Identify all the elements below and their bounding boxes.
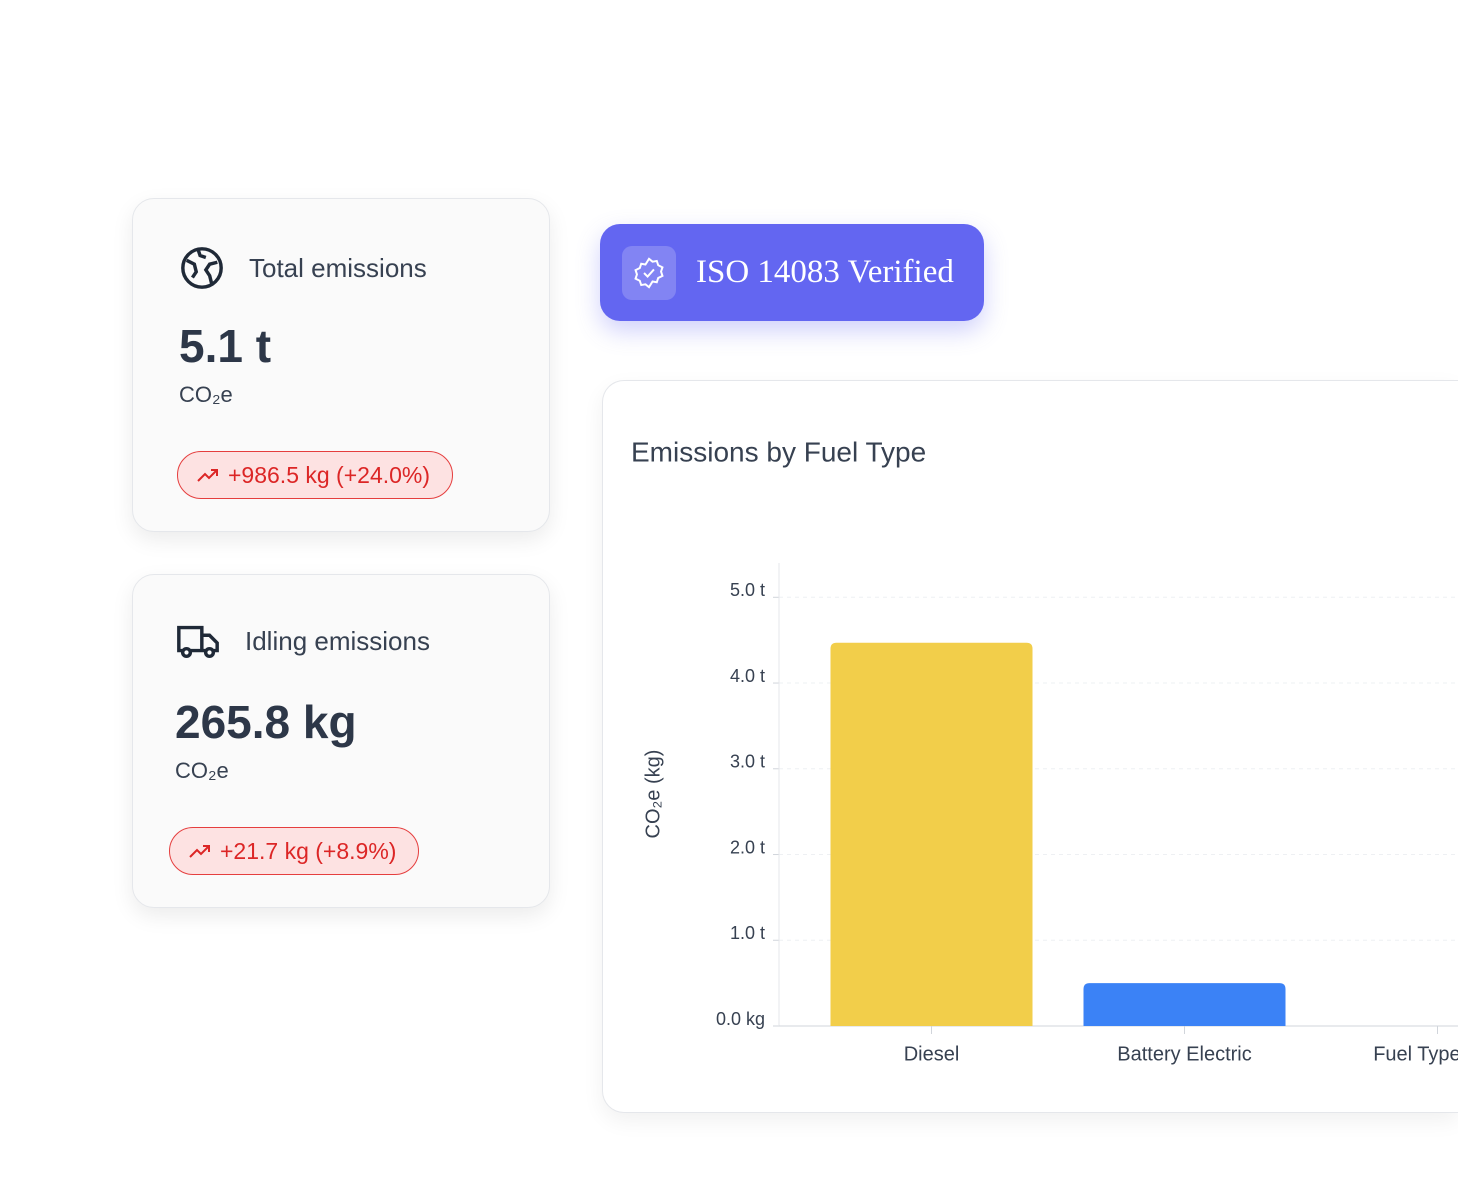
- y-tick-label: 1.0 t: [730, 923, 765, 943]
- y-axis-label: CO₂e (kg): [642, 750, 664, 839]
- badge-label: ISO 14083 Verified: [696, 254, 954, 290]
- trend-icon: [189, 845, 210, 858]
- x-tick-label: Battery Electric: [1117, 1043, 1251, 1065]
- card-unit: CO₂e: [179, 382, 233, 407]
- y-tick-label: 2.0 t: [730, 837, 765, 857]
- chart: Emissions by Fuel Type CO₂e (kg) 0.0 kg 1…: [631, 436, 1458, 1065]
- y-tick-label: 5.0 t: [730, 580, 765, 600]
- card-unit: CO₂e: [175, 758, 229, 783]
- change-text: +21.7 kg (+8.9%): [220, 837, 397, 864]
- x-tick-label: Fuel Type Uns: [1373, 1043, 1458, 1065]
- y-tick-label: 3.0 t: [730, 752, 765, 772]
- iso-badge: ISO 14083 Verified: [600, 224, 984, 321]
- change-pill: +986.5 kg (+24.0%): [177, 451, 454, 499]
- trend-icon: [197, 469, 218, 482]
- change-pill: +21.7 kg (+8.9%): [169, 827, 420, 875]
- badge-icon: [622, 245, 676, 300]
- bar: [1083, 983, 1286, 1026]
- card-title: Total emissions: [249, 252, 427, 283]
- change-text: +986.5 kg (+24.0%): [228, 461, 431, 488]
- card-head: Total emissions: [179, 245, 427, 291]
- bar: [830, 642, 1033, 1026]
- y-tick-label: 0.0 kg: [716, 1009, 765, 1029]
- globe-icon: [181, 247, 223, 289]
- chart-card: Emissions by Fuel Type CO₂e (kg) 0.0 kg 1…: [602, 380, 1458, 1113]
- card-title: Idling emissions: [245, 625, 430, 656]
- idling-card: Idling emissions 265.8 kg CO₂e +21.7 kg …: [132, 574, 550, 908]
- chart-title: Emissions by Fuel Type: [631, 436, 926, 467]
- x-tick-label: Diesel: [904, 1043, 960, 1065]
- card-value: 265.8 kg: [175, 696, 357, 748]
- truck-icon: [177, 625, 219, 659]
- card-value: 5.1 t: [179, 320, 272, 372]
- y-tick-label: 4.0 t: [730, 666, 765, 686]
- card-head: Idling emissions: [175, 621, 430, 661]
- total-card: Total emissions 5.1 t CO₂e +986.5 kg (+2…: [132, 198, 550, 532]
